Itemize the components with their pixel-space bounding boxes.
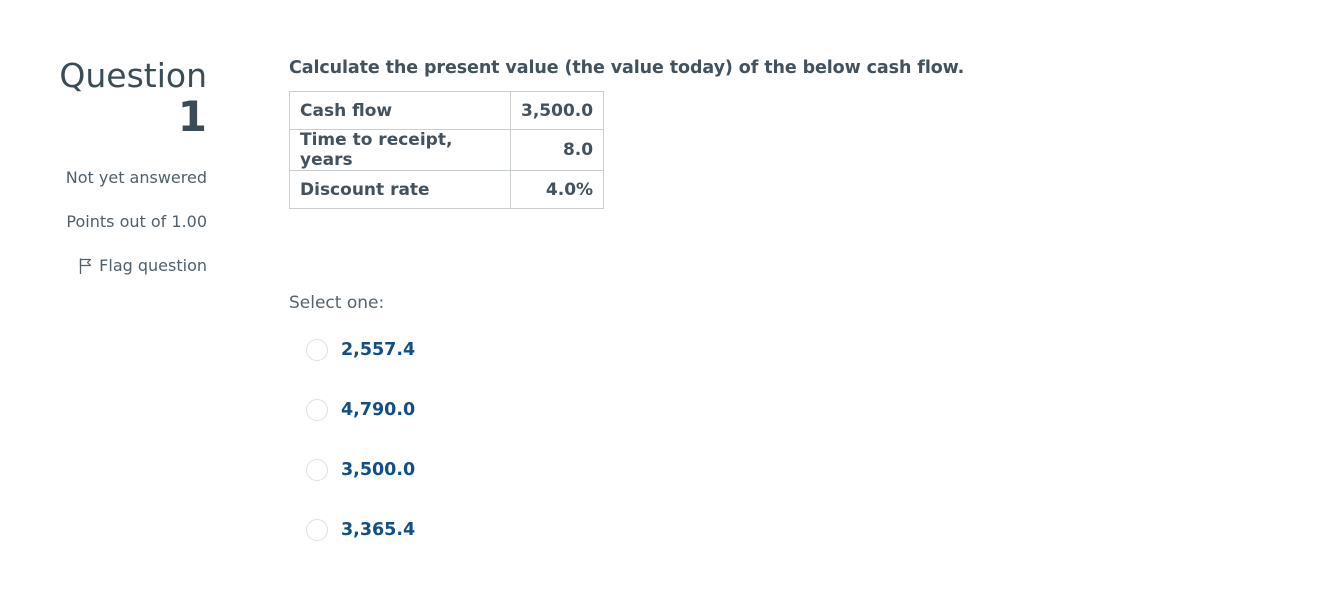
answer-option-label: 2,557.4 <box>341 340 416 360</box>
radio-button-icon[interactable] <box>306 339 328 361</box>
question-status: Not yet answered <box>65 168 207 188</box>
answer-option[interactable]: 4,790.0 <box>306 399 964 421</box>
radio-button-icon[interactable] <box>306 519 328 541</box>
question-info-panel: Question 1 Not yet answered Points out o… <box>56 56 207 579</box>
table-cell-label: Cash flow <box>289 91 511 130</box>
answer-option-label: 3,500.0 <box>341 460 416 480</box>
flag-question-label: Flag question <box>99 256 207 276</box>
answer-option[interactable]: 2,557.4 <box>306 339 964 361</box>
table-cell-label: Time to receipt, years <box>289 129 511 171</box>
question-number: 1 <box>177 92 207 142</box>
question-prompt: Calculate the present value (the value t… <box>289 58 965 78</box>
table-row: Discount rate 4.0% <box>289 170 605 209</box>
select-one-label: Select one: <box>289 293 385 313</box>
flag-question-button[interactable]: Flag question <box>79 256 207 275</box>
flag-icon <box>79 258 92 274</box>
answer-option-label: 3,365.4 <box>341 520 416 540</box>
table-row: Time to receipt, years 8.0 <box>289 129 605 171</box>
answer-option[interactable]: 3,365.4 <box>306 519 964 541</box>
table-cell-value: 4.0% <box>509 170 605 209</box>
question-points: Points out of 1.00 <box>66 212 207 232</box>
answer-option-label: 4,790.0 <box>341 400 416 420</box>
question-heading: Question <box>59 56 207 95</box>
table-cell-value: 3,500.0 <box>509 91 605 130</box>
table-cell-value: 8.0 <box>509 129 605 171</box>
radio-button-icon[interactable] <box>306 399 328 421</box>
table-row: Cash flow 3,500.0 <box>289 91 605 130</box>
question-block: Question 1 Not yet answered Points out o… <box>56 56 964 579</box>
answer-options: 2,557.4 4,790.0 3,500.0 3,365.4 <box>289 339 964 541</box>
question-content: Calculate the present value (the value t… <box>289 58 964 579</box>
table-cell-label: Discount rate <box>289 170 511 209</box>
cash-flow-table: Cash flow 3,500.0 Time to receipt, years… <box>289 91 605 209</box>
radio-button-icon[interactable] <box>306 459 328 481</box>
answer-option[interactable]: 3,500.0 <box>306 459 964 481</box>
